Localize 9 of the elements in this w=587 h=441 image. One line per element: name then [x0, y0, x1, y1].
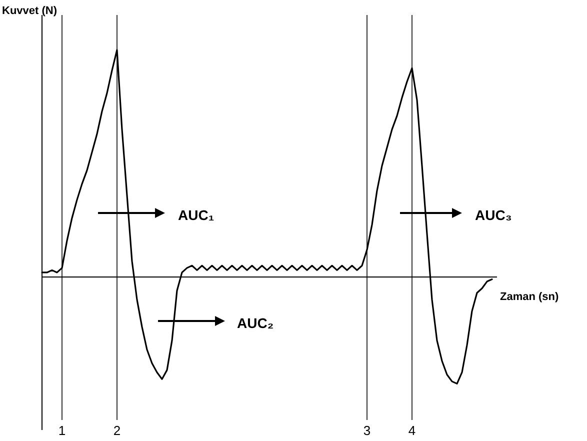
annotation: AUC₁ [178, 207, 214, 223]
x-tick-label: 4 [408, 423, 416, 438]
annotation: AUC₃ [475, 207, 512, 223]
x-axis-title: Zaman (sn) [500, 291, 560, 303]
y-axis-title: Kuvvet (N) [2, 5, 58, 17]
x-tick-label: 3 [363, 423, 371, 438]
x-tick-label: 2 [113, 423, 121, 438]
x-tick-label: 1 [58, 423, 66, 438]
annotation: AUC₂ [237, 315, 274, 331]
